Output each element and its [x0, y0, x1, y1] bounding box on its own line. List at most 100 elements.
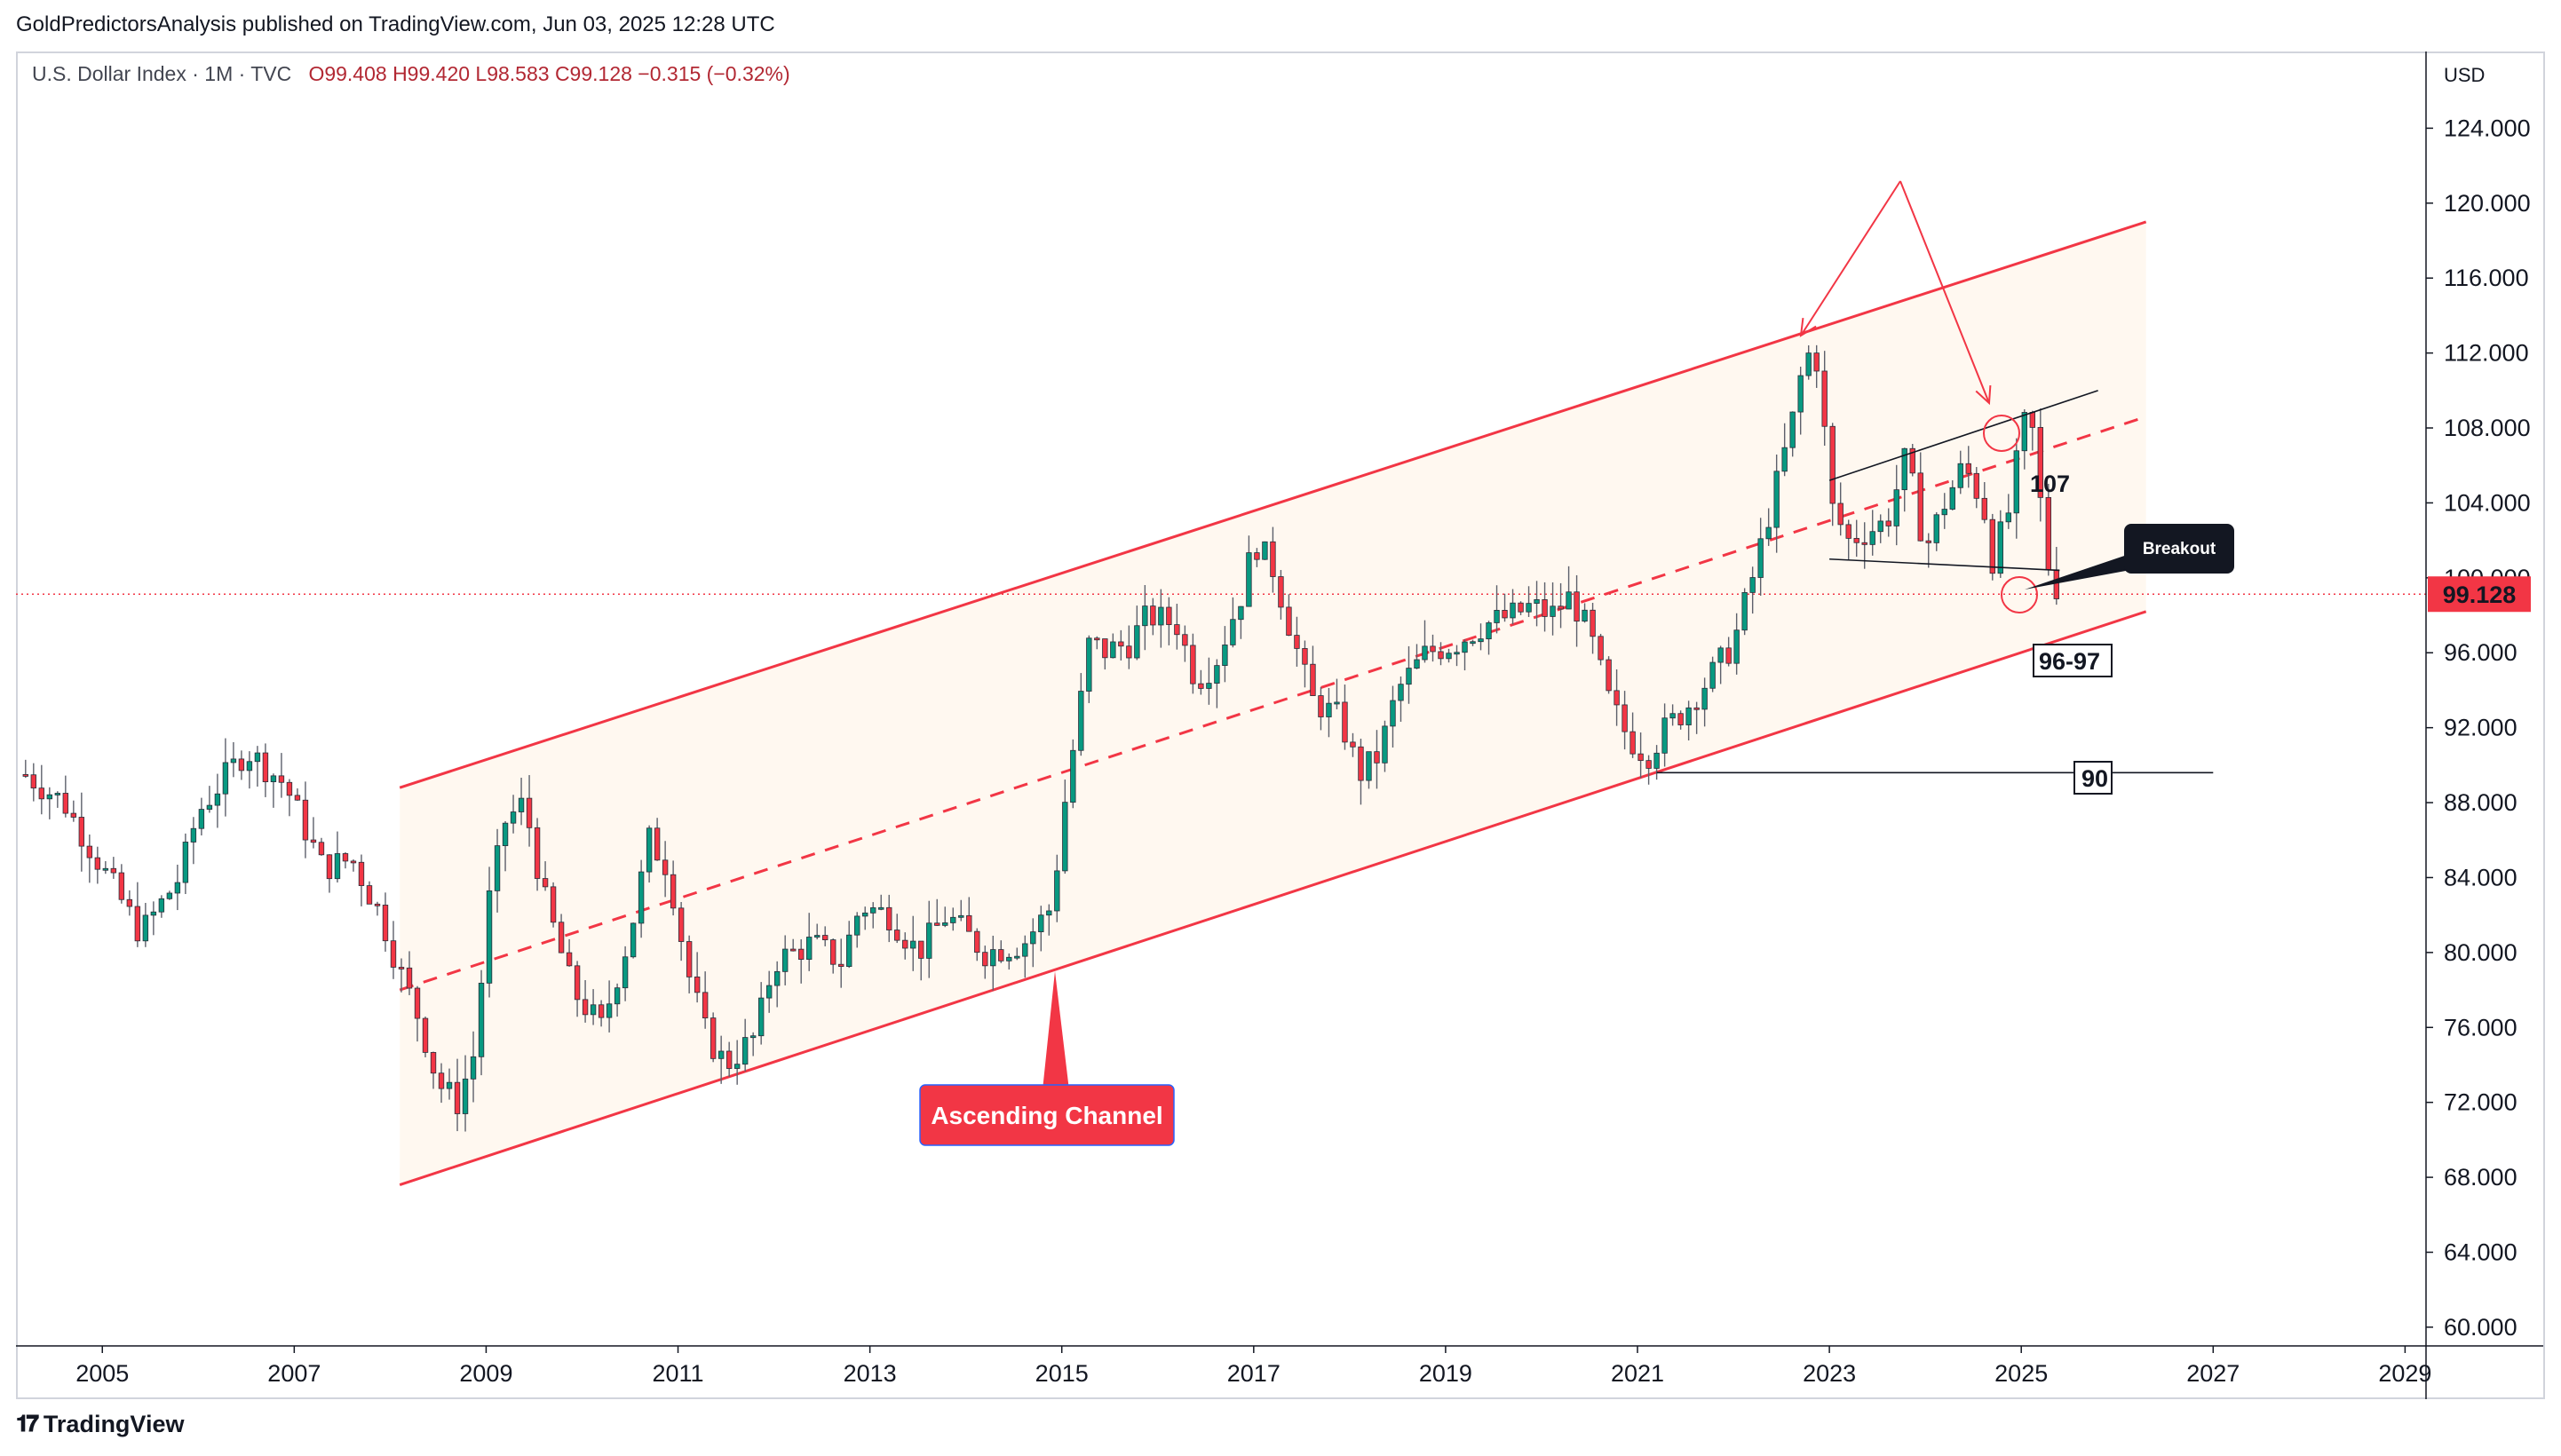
candle	[182, 833, 189, 895]
candle	[1054, 854, 1060, 922]
candle	[574, 961, 581, 1017]
candle-body	[1390, 700, 1396, 727]
candle	[942, 906, 948, 928]
candle	[1765, 508, 1772, 546]
candle	[894, 914, 900, 944]
candle-body	[1590, 609, 1596, 637]
candle-body	[1094, 637, 1100, 641]
candle-body	[1494, 610, 1500, 623]
candle-body	[1238, 605, 1244, 621]
candle	[733, 1040, 741, 1085]
candle	[54, 791, 61, 808]
candle	[718, 1035, 725, 1084]
candle	[982, 946, 988, 979]
chart-frame[interactable]	[16, 51, 2545, 1399]
candle-body	[110, 867, 117, 874]
channel-callout-pointer	[1043, 971, 1069, 1090]
candle	[830, 938, 836, 974]
candle-body	[1278, 576, 1284, 608]
candle-body	[326, 854, 333, 880]
candle	[2005, 494, 2011, 529]
candle-body	[358, 861, 365, 886]
candle	[1374, 730, 1380, 789]
candle	[2021, 409, 2027, 470]
candle	[1078, 673, 1084, 756]
candle-body	[1358, 746, 1364, 781]
candle-body	[1310, 663, 1316, 696]
candle	[1294, 616, 1300, 667]
candle	[390, 921, 397, 979]
candle-body	[1286, 606, 1292, 636]
symbol-name[interactable]: U.S. Dollar Index · 1M · TVC	[32, 62, 292, 85]
candle	[622, 946, 629, 1001]
candle-body	[902, 939, 908, 949]
candle-body	[934, 922, 940, 926]
candle-body	[2045, 496, 2052, 571]
candle-body	[478, 982, 485, 1057]
level-107-label: 107	[2030, 471, 2070, 497]
candle	[1853, 519, 1859, 558]
candle-body	[1518, 602, 1524, 613]
candle	[1398, 676, 1404, 722]
candle	[886, 894, 892, 943]
candle-body	[1941, 509, 1947, 516]
candle-body	[1126, 645, 1132, 659]
candle	[1006, 953, 1012, 970]
candle-body	[814, 935, 821, 938]
ohlc-values: O99.408 H99.420 L98.583 C99.128 −0.315 (…	[308, 62, 790, 85]
candle-body	[206, 804, 213, 810]
candle	[1462, 638, 1468, 671]
candle-body	[1997, 521, 2003, 574]
candle	[518, 777, 525, 826]
candle-body	[1789, 411, 1796, 448]
candle	[1262, 541, 1268, 560]
candle-body	[70, 812, 77, 818]
candle-body	[1877, 520, 1883, 533]
candle	[1166, 597, 1172, 645]
candle	[1062, 779, 1068, 874]
candle	[1661, 703, 1668, 767]
candle-body	[622, 956, 629, 989]
candle	[238, 750, 245, 780]
candle-body	[694, 976, 701, 993]
candle-body	[1062, 802, 1068, 872]
tradingview-footer[interactable]: 𝟏𝟕 TradingView	[16, 1410, 184, 1438]
candle-body	[1965, 463, 1971, 474]
candle-body	[2013, 450, 2019, 514]
candle-body	[102, 867, 109, 871]
candle-body	[1070, 749, 1076, 803]
candle-body	[342, 853, 349, 862]
candle	[278, 753, 285, 798]
candle	[1366, 751, 1372, 789]
candle	[1837, 482, 1843, 536]
candle-body	[1166, 606, 1172, 625]
candle-body	[1853, 537, 1859, 543]
candle	[30, 763, 36, 802]
candle-body	[1414, 659, 1420, 669]
candle	[110, 857, 117, 879]
candle-body	[2037, 427, 2044, 498]
candle-body	[1861, 542, 1867, 545]
candle-body	[1917, 472, 1923, 542]
channel-lower-line	[399, 610, 2147, 1186]
candle	[1494, 585, 1500, 634]
candle	[1254, 548, 1260, 567]
candle	[1270, 526, 1276, 593]
candle	[1813, 344, 1820, 388]
candle	[918, 940, 924, 981]
candle	[822, 926, 829, 946]
candle-body	[1550, 605, 1556, 617]
level-96-97-label: 96-97	[2039, 648, 2100, 675]
level-90-box	[2073, 761, 2113, 795]
footer-brand: TradingView	[43, 1410, 185, 1437]
candle-body	[966, 914, 972, 932]
candle	[678, 901, 685, 961]
candle	[438, 1063, 445, 1104]
candle	[1566, 566, 1572, 610]
candle-body	[286, 781, 293, 796]
candle-body	[2029, 412, 2035, 428]
candle	[1981, 482, 1987, 524]
currency-label[interactable]: USD	[2444, 64, 2486, 86]
candle	[1158, 589, 1164, 648]
